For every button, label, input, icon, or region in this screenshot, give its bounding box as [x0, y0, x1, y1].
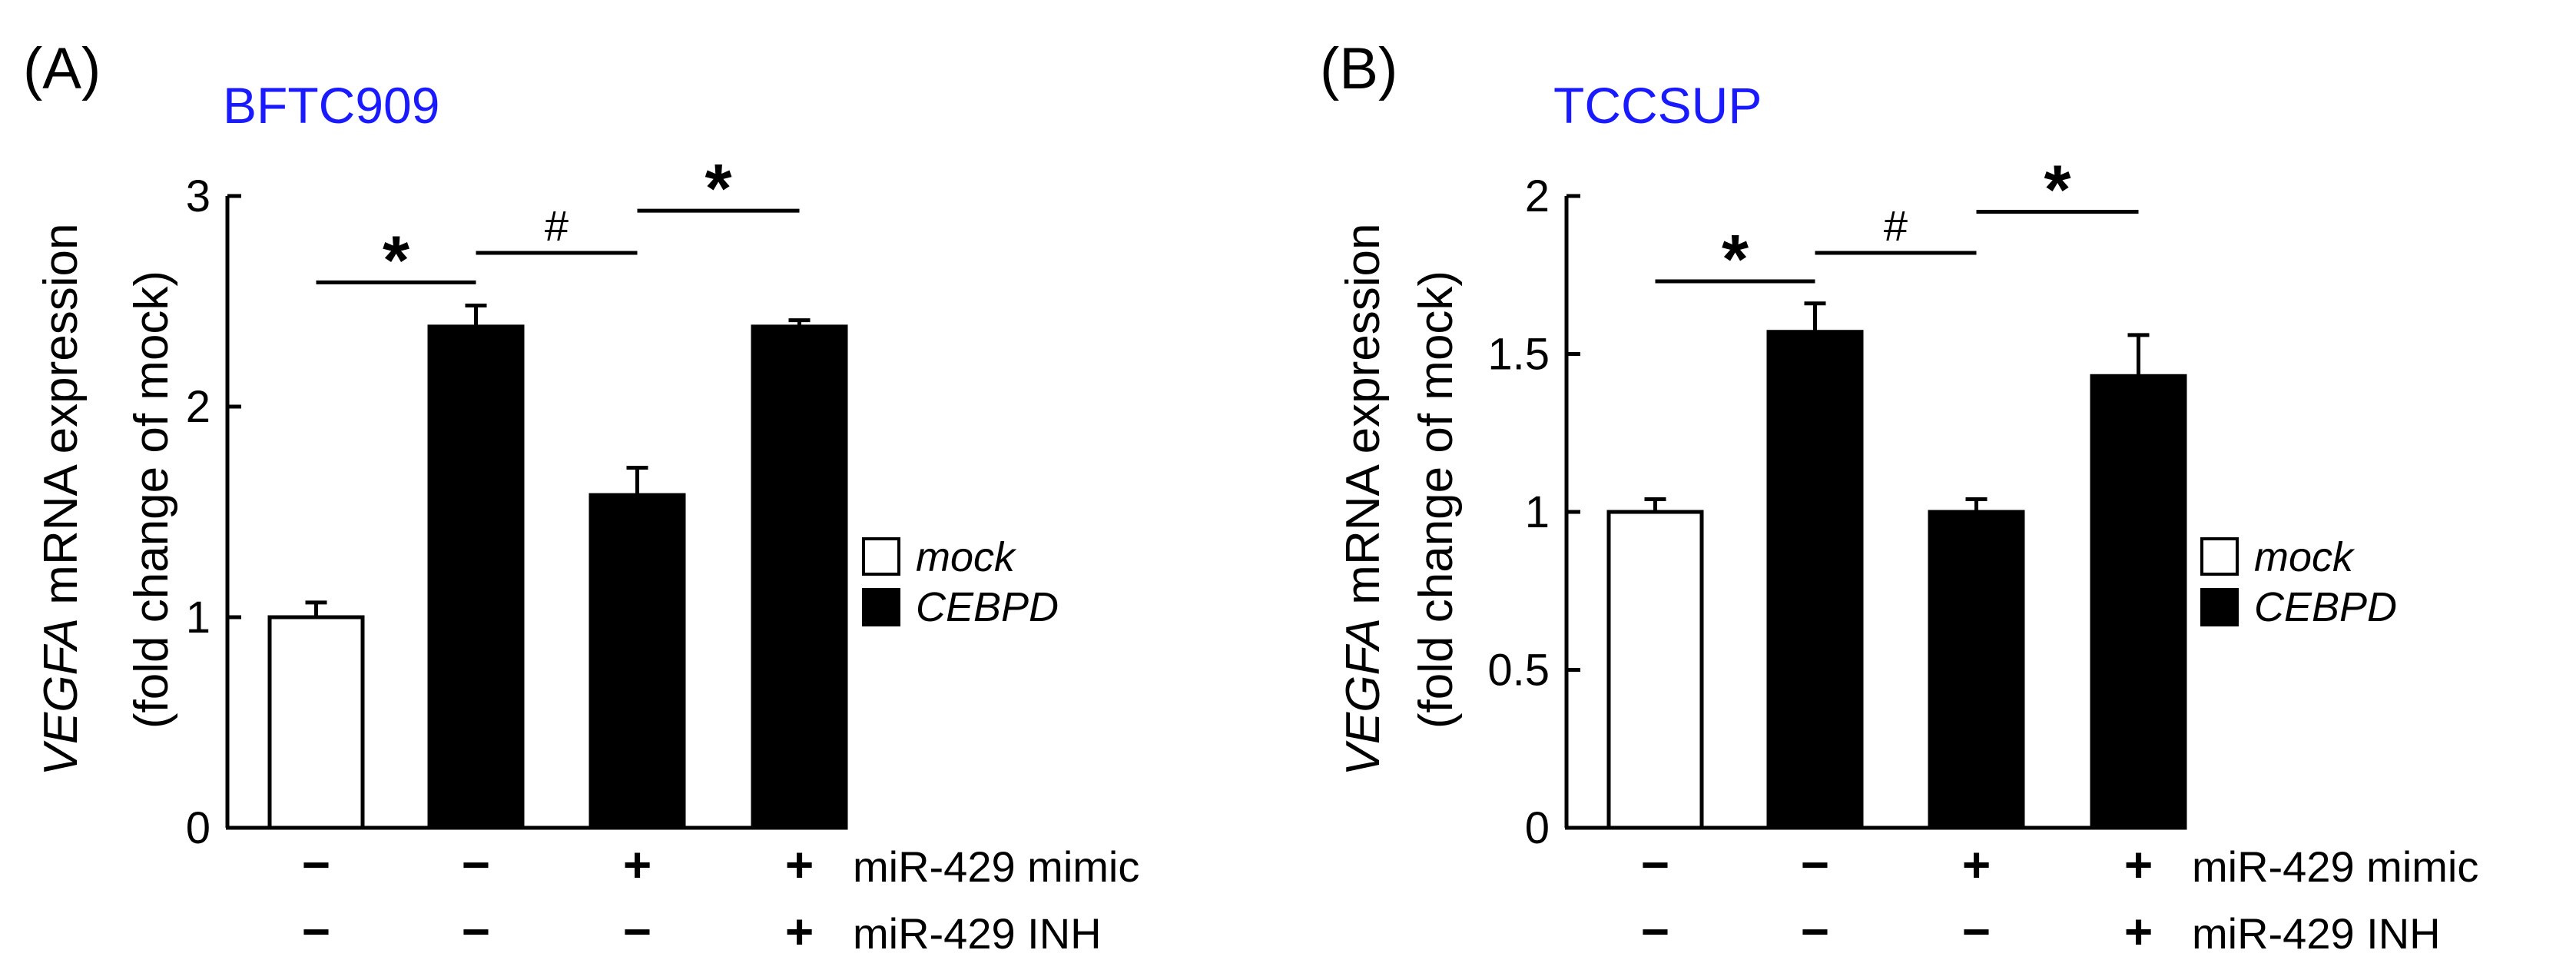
- y-tick-label: 1: [1525, 487, 1550, 537]
- y-tick-label: 0: [186, 803, 211, 853]
- panel-a-significance: * # *: [316, 151, 800, 299]
- mimic-sign: +: [2124, 837, 2153, 892]
- panel-b-label: (B): [1320, 36, 1397, 101]
- mimic-sign: +: [1962, 837, 1991, 892]
- y-tick-label: 1.5: [1487, 330, 1550, 380]
- inh-sign: +: [2124, 904, 2153, 959]
- mimic-sign: −: [302, 837, 330, 892]
- panel-a-conditions: − − − − + − + +: [302, 837, 814, 959]
- panel-a-title: BFTC909: [223, 77, 439, 134]
- panel-a-yticks: 0 1 2 3: [186, 171, 241, 853]
- y-tick-label: 2: [1525, 171, 1550, 221]
- y-tick-label: 1: [186, 593, 211, 643]
- mimic-sign: −: [1801, 837, 1829, 892]
- legend-mock-label: mock: [916, 534, 1017, 580]
- bar-mock: [1606, 510, 1704, 830]
- inh-sign: −: [302, 904, 330, 959]
- significance-symbol: #: [545, 201, 569, 250]
- y-tick-label: 0: [1525, 803, 1550, 853]
- bar-mock: [267, 615, 365, 830]
- mimic-sign: −: [1641, 837, 1669, 892]
- legend-mock-swatch: [2200, 537, 2239, 576]
- panel-b-ylabel-rest: mRNA expression: [1337, 224, 1390, 618]
- bar-cebpd: [1928, 510, 2025, 830]
- bar-cebpd: [751, 324, 848, 830]
- panel-b-row-label-inh: miR-429 INH: [2192, 909, 2441, 958]
- panel-a-label: (A): [23, 36, 101, 101]
- panel-b-legend: mock CEBPD: [2200, 534, 2397, 630]
- significance-symbol: #: [1884, 201, 1908, 250]
- panel-a-ylabel-line1: VEGFA mRNA expression: [35, 224, 88, 776]
- inh-sign: −: [1962, 904, 1991, 959]
- legend-mock-swatch: [862, 537, 900, 576]
- inh-sign: −: [1641, 904, 1669, 959]
- inh-sign: −: [623, 904, 651, 959]
- bar-cebpd: [588, 493, 686, 830]
- y-tick-label: 2: [186, 382, 211, 432]
- inh-sign: −: [1801, 904, 1829, 959]
- panel-b-ylabel-gene: VEGFA: [1337, 618, 1390, 776]
- inh-sign: +: [785, 904, 814, 959]
- bar-cebpd: [2090, 374, 2187, 830]
- mimic-sign: +: [785, 837, 814, 892]
- inh-sign: −: [462, 904, 490, 959]
- panel-b-conditions: − − − − + − + +: [1641, 837, 2153, 959]
- significance-symbol: *: [383, 222, 409, 299]
- panel-a: (A) BFTC909 VEGFA mRNA expression (fold …: [23, 36, 1139, 959]
- bar-cebpd: [1766, 330, 1864, 830]
- panel-b-row-label-mimic: miR-429 mimic: [2192, 842, 2478, 891]
- panel-a-ylabel-line2: (fold change of mock): [125, 271, 178, 729]
- panel-b-title: TCCSUP: [1553, 77, 1762, 134]
- significance-symbol: *: [1722, 221, 1749, 298]
- mimic-sign: −: [462, 837, 490, 892]
- bar-cebpd: [427, 324, 525, 830]
- panel-b-yticks: 0 0.5 1 1.5 2: [1487, 171, 1580, 853]
- panel-a-ylabel-gene: VEGFA: [35, 618, 88, 776]
- y-tick-label: 3: [186, 171, 211, 221]
- panel-a-row-label-mimic: miR-429 mimic: [853, 842, 1139, 891]
- legend-cebpd-swatch: [2200, 588, 2239, 626]
- panel-b-ylabel-line1: VEGFA mRNA expression: [1337, 224, 1390, 776]
- significance-symbol: *: [705, 151, 731, 228]
- panel-b-significance: * # *: [1655, 152, 2139, 298]
- panel-b-ylabel-line2: (fold change of mock): [1410, 271, 1463, 729]
- panel-a-bars: [267, 324, 848, 830]
- legend-cebpd-swatch: [862, 588, 900, 626]
- panel-a-ylabel-rest: mRNA expression: [35, 224, 88, 618]
- legend-mock-label: mock: [2254, 534, 2356, 580]
- legend-cebpd-label: CEBPD: [916, 584, 1059, 630]
- y-tick-label: 0.5: [1487, 646, 1550, 696]
- panel-a-row-label-inh: miR-429 INH: [853, 909, 1102, 958]
- panel-b: (B) TCCSUP VEGFA mRNA expression (fold c…: [1320, 36, 2478, 959]
- mimic-sign: +: [623, 837, 651, 892]
- significance-symbol: *: [2044, 152, 2070, 229]
- legend-cebpd-label: CEBPD: [2254, 584, 2397, 630]
- panel-a-error-bars: [305, 303, 811, 617]
- panel-a-legend: mock CEBPD: [862, 534, 1059, 630]
- panel-b-error-bars: [1644, 301, 2150, 512]
- panel-b-bars: [1606, 330, 2187, 830]
